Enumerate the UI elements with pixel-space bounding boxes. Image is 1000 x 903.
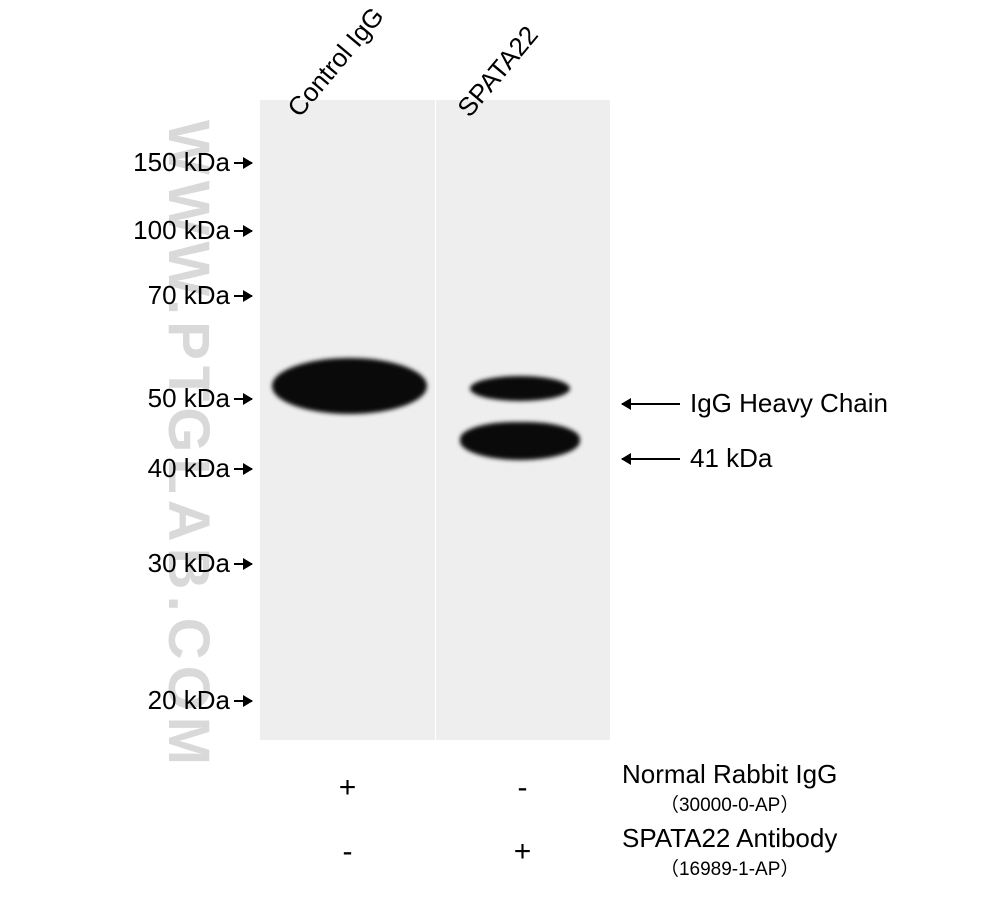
- band-control-igg-heavy: [272, 358, 427, 414]
- arrow-right-icon: [234, 295, 252, 297]
- mw-marker-30: 30 kDa: [148, 548, 252, 579]
- band-label-41kda: 41 kDa: [622, 443, 772, 474]
- arrow-right-icon: [234, 468, 252, 470]
- ab-sign: +: [435, 835, 610, 869]
- mw-marker-150: 150 kDa: [133, 147, 252, 178]
- ab-label-block: Normal Rabbit IgG （30000-0-AP）: [622, 759, 837, 817]
- arrow-left-icon: [622, 458, 680, 460]
- lane-divider: [435, 100, 436, 740]
- mw-marker-70: 70 kDa: [148, 280, 252, 311]
- band-spata22-41kda: [460, 422, 580, 460]
- arrow-right-icon: [234, 700, 252, 702]
- western-blot-figure: WWW.PTGLAB.COM Control IgG SPATA22 150 k…: [0, 0, 1000, 903]
- mw-marker-100: 100 kDa: [133, 215, 252, 246]
- arrow-right-icon: [234, 563, 252, 565]
- arrow-right-icon: [234, 162, 252, 164]
- band-label-igg-heavy: IgG Heavy Chain: [622, 388, 888, 419]
- arrow-left-icon: [622, 403, 680, 405]
- ab-label-block: SPATA22 Antibody （16989-1-AP）: [622, 823, 837, 881]
- mw-marker-20: 20 kDa: [148, 685, 252, 716]
- arrow-right-icon: [234, 230, 252, 232]
- ab-sign: -: [435, 771, 610, 805]
- ab-sign: +: [260, 771, 435, 805]
- ab-row-normal-rabbit-igg: + - Normal Rabbit IgG （30000-0-AP）: [260, 759, 837, 817]
- arrow-right-icon: [234, 398, 252, 400]
- mw-marker-40: 40 kDa: [148, 453, 252, 484]
- antibody-treatment-table: + - Normal Rabbit IgG （30000-0-AP） - + S…: [260, 753, 837, 881]
- ab-sign: -: [260, 835, 435, 869]
- blot-membrane: [260, 100, 610, 740]
- ab-row-spata22-antibody: - + SPATA22 Antibody （16989-1-AP）: [260, 823, 837, 881]
- mw-marker-50: 50 kDa: [148, 383, 252, 414]
- band-spata22-igg-heavy: [470, 376, 570, 401]
